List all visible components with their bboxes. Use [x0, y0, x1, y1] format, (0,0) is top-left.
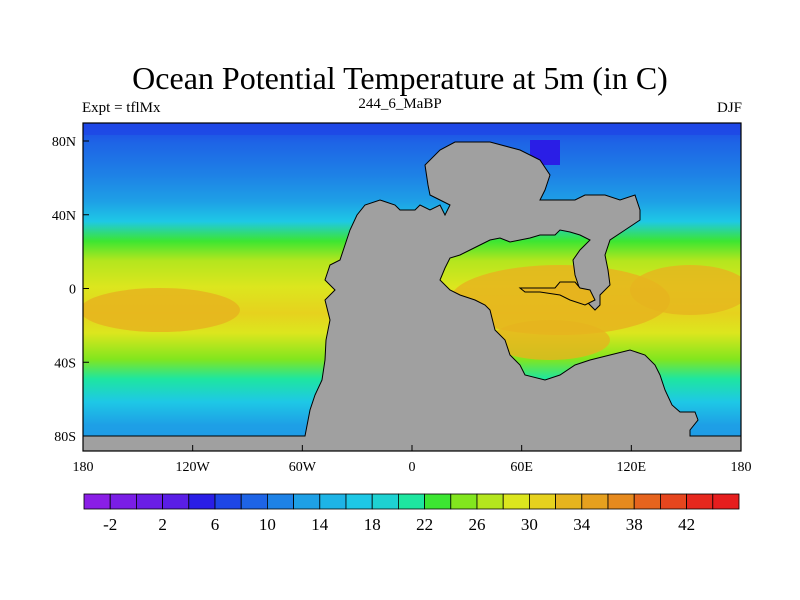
season-label: DJF [716, 100, 742, 116]
colorbar-swatch [397, 493, 425, 510]
y-axis: 80N 40N 0 40S 80S [52, 135, 89, 445]
colorbar-label: 14 [311, 515, 329, 534]
colorbar-label: 18 [364, 515, 381, 534]
colorbar-label: 38 [626, 515, 643, 534]
colorbar-label: 10 [259, 515, 276, 534]
x-axis: 180 120W 60W 0 60E 120E 180 [73, 445, 752, 475]
colorbar-swatch [712, 493, 740, 510]
y-tick-label: 40N [52, 209, 76, 224]
colorbar: -2 2 6 10 14 18 22 26 30 34 38 42 [83, 493, 740, 534]
x-tick-label: 180 [731, 460, 752, 475]
colorbar-swatch [240, 493, 268, 510]
colorbar-label: 26 [469, 515, 486, 534]
x-tick-label: 60E [510, 460, 533, 475]
colorbar-swatch [109, 493, 137, 510]
land-americas [83, 141, 741, 451]
colorbar-swatch [162, 493, 190, 510]
y-tick-label: 80S [54, 430, 76, 445]
warm-patch [83, 288, 240, 332]
arctic-band [83, 123, 741, 135]
colorbar-label: 30 [521, 515, 538, 534]
land-masses [83, 141, 741, 451]
x-tick-label: 120E [617, 460, 647, 475]
colorbar-swatch [607, 493, 635, 510]
colorbar-swatch [581, 493, 609, 510]
colorbar-swatch [266, 493, 294, 510]
colorbar-swatch [345, 493, 373, 510]
x-tick-label: 60W [289, 460, 317, 475]
colorbar-swatch [293, 493, 321, 510]
colorbar-swatch [633, 493, 661, 510]
colorbar-swatch [424, 493, 452, 510]
colorbar-swatch [660, 493, 688, 510]
colorbar-label: 2 [158, 515, 167, 534]
colorbar-swatch [83, 493, 111, 510]
x-tick-label: 0 [409, 460, 416, 475]
colorbar-swatch [502, 493, 530, 510]
colorbar-label: -2 [103, 515, 117, 534]
y-tick-label: 40S [54, 356, 76, 371]
x-tick-label: 180 [73, 460, 94, 475]
inland-sea [518, 281, 596, 306]
colorbar-swatch [214, 493, 242, 510]
colorbar-swatch [371, 493, 399, 510]
colorbar-swatch [476, 493, 504, 510]
colorbar-label: 6 [211, 515, 220, 534]
warm-patch [490, 320, 610, 360]
colorbar-swatch [450, 493, 478, 510]
x-tick-label: 120W [176, 460, 211, 475]
colorbar-label: 22 [416, 515, 433, 534]
colorbar-label: 42 [678, 515, 695, 534]
colorbar-swatch [135, 493, 163, 510]
colorbar-label: 34 [573, 515, 591, 534]
warm-patch [630, 265, 741, 315]
colorbar-swatch [319, 493, 347, 510]
colorbar-swatch [529, 493, 557, 510]
y-tick-label: 0 [69, 283, 76, 298]
experiment-label: Expt = tflMx [82, 100, 161, 116]
age-label: 244_6_MaBP [358, 96, 442, 112]
colorbar-swatch [555, 493, 583, 510]
colorbar-swatch [686, 493, 714, 510]
colorbar-swatch [188, 493, 216, 510]
warm-patch [450, 265, 670, 335]
map-title: Ocean Potential Temperature at 5m (in C) [132, 60, 668, 96]
y-tick-label: 80N [52, 135, 76, 150]
